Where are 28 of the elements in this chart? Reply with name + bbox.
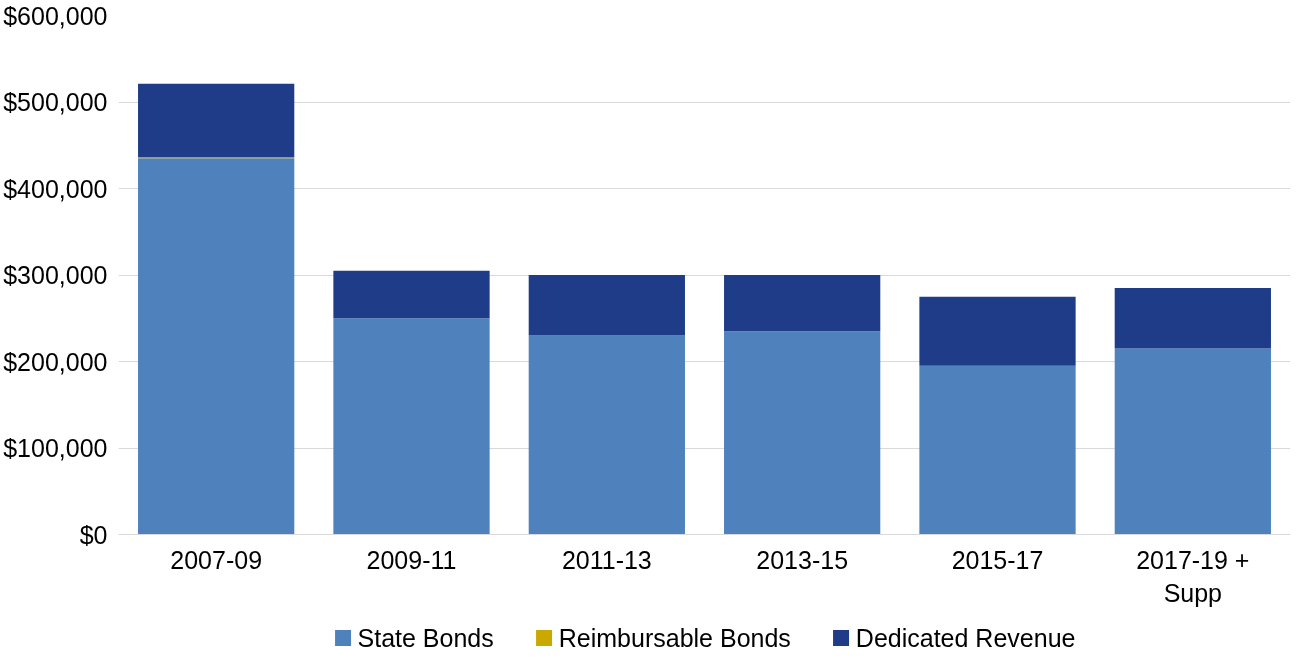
bar [919,296,1076,366]
x-tick-label: 2017-19 + Supp [1136,545,1250,608]
bar [333,318,490,535]
bar [138,83,295,158]
bar [333,270,490,319]
x-tick-label: 2015-17 [951,545,1044,574]
bar [724,331,881,535]
bar [528,275,685,336]
y-tick-label: $200,000 [3,347,108,376]
x-tick-label: 2011-13 [561,545,652,574]
y-tick-label: $600,000 [3,1,108,30]
y-tick-label: $500,000 [3,88,108,116]
bar [528,335,685,535]
legend-label: Dedicated Revenue [855,623,1076,652]
legend-label: Reimbursable Bonds [558,623,791,652]
legend-label: State Bonds [357,623,494,652]
y-tick-label: $0 [79,520,108,549]
x-tick-label: 2013-15 [756,545,849,574]
bar [724,275,881,332]
bar [1114,348,1271,535]
bar [1114,287,1271,349]
y-tick-label: $300,000 [3,261,108,289]
y-tick-label: $400,000 [3,174,108,203]
x-tick-label: 2007-09 [170,545,263,574]
bar [138,158,295,535]
bar [919,365,1076,535]
x-tick-label: 2009-11 [366,545,457,574]
y-tick-label: $100,000 [3,434,108,462]
